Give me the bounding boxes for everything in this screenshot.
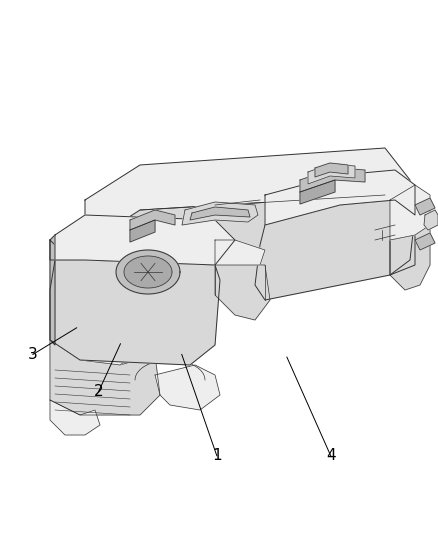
Polygon shape — [300, 180, 335, 204]
Polygon shape — [50, 400, 100, 435]
Text: 1: 1 — [212, 448, 222, 463]
Polygon shape — [130, 220, 155, 242]
Polygon shape — [70, 195, 410, 290]
Polygon shape — [390, 185, 415, 275]
Polygon shape — [130, 210, 175, 230]
Polygon shape — [390, 185, 430, 240]
Text: 2: 2 — [94, 384, 103, 399]
Polygon shape — [300, 168, 365, 192]
Polygon shape — [50, 235, 55, 260]
Polygon shape — [85, 148, 410, 245]
Polygon shape — [55, 215, 235, 265]
Polygon shape — [50, 330, 140, 365]
Polygon shape — [190, 207, 250, 220]
Polygon shape — [315, 163, 348, 177]
Polygon shape — [124, 256, 172, 288]
Polygon shape — [215, 265, 270, 320]
Polygon shape — [265, 170, 415, 225]
Polygon shape — [424, 210, 438, 230]
Text: 3: 3 — [28, 347, 38, 362]
Polygon shape — [116, 250, 180, 294]
Polygon shape — [215, 240, 265, 265]
Polygon shape — [182, 202, 258, 225]
Polygon shape — [308, 164, 355, 184]
Polygon shape — [255, 200, 415, 300]
Polygon shape — [415, 233, 435, 250]
Polygon shape — [50, 240, 55, 345]
Polygon shape — [50, 260, 220, 365]
Polygon shape — [415, 198, 435, 215]
Polygon shape — [390, 225, 430, 290]
Polygon shape — [155, 365, 220, 410]
Polygon shape — [50, 340, 160, 415]
Text: 4: 4 — [326, 448, 336, 463]
